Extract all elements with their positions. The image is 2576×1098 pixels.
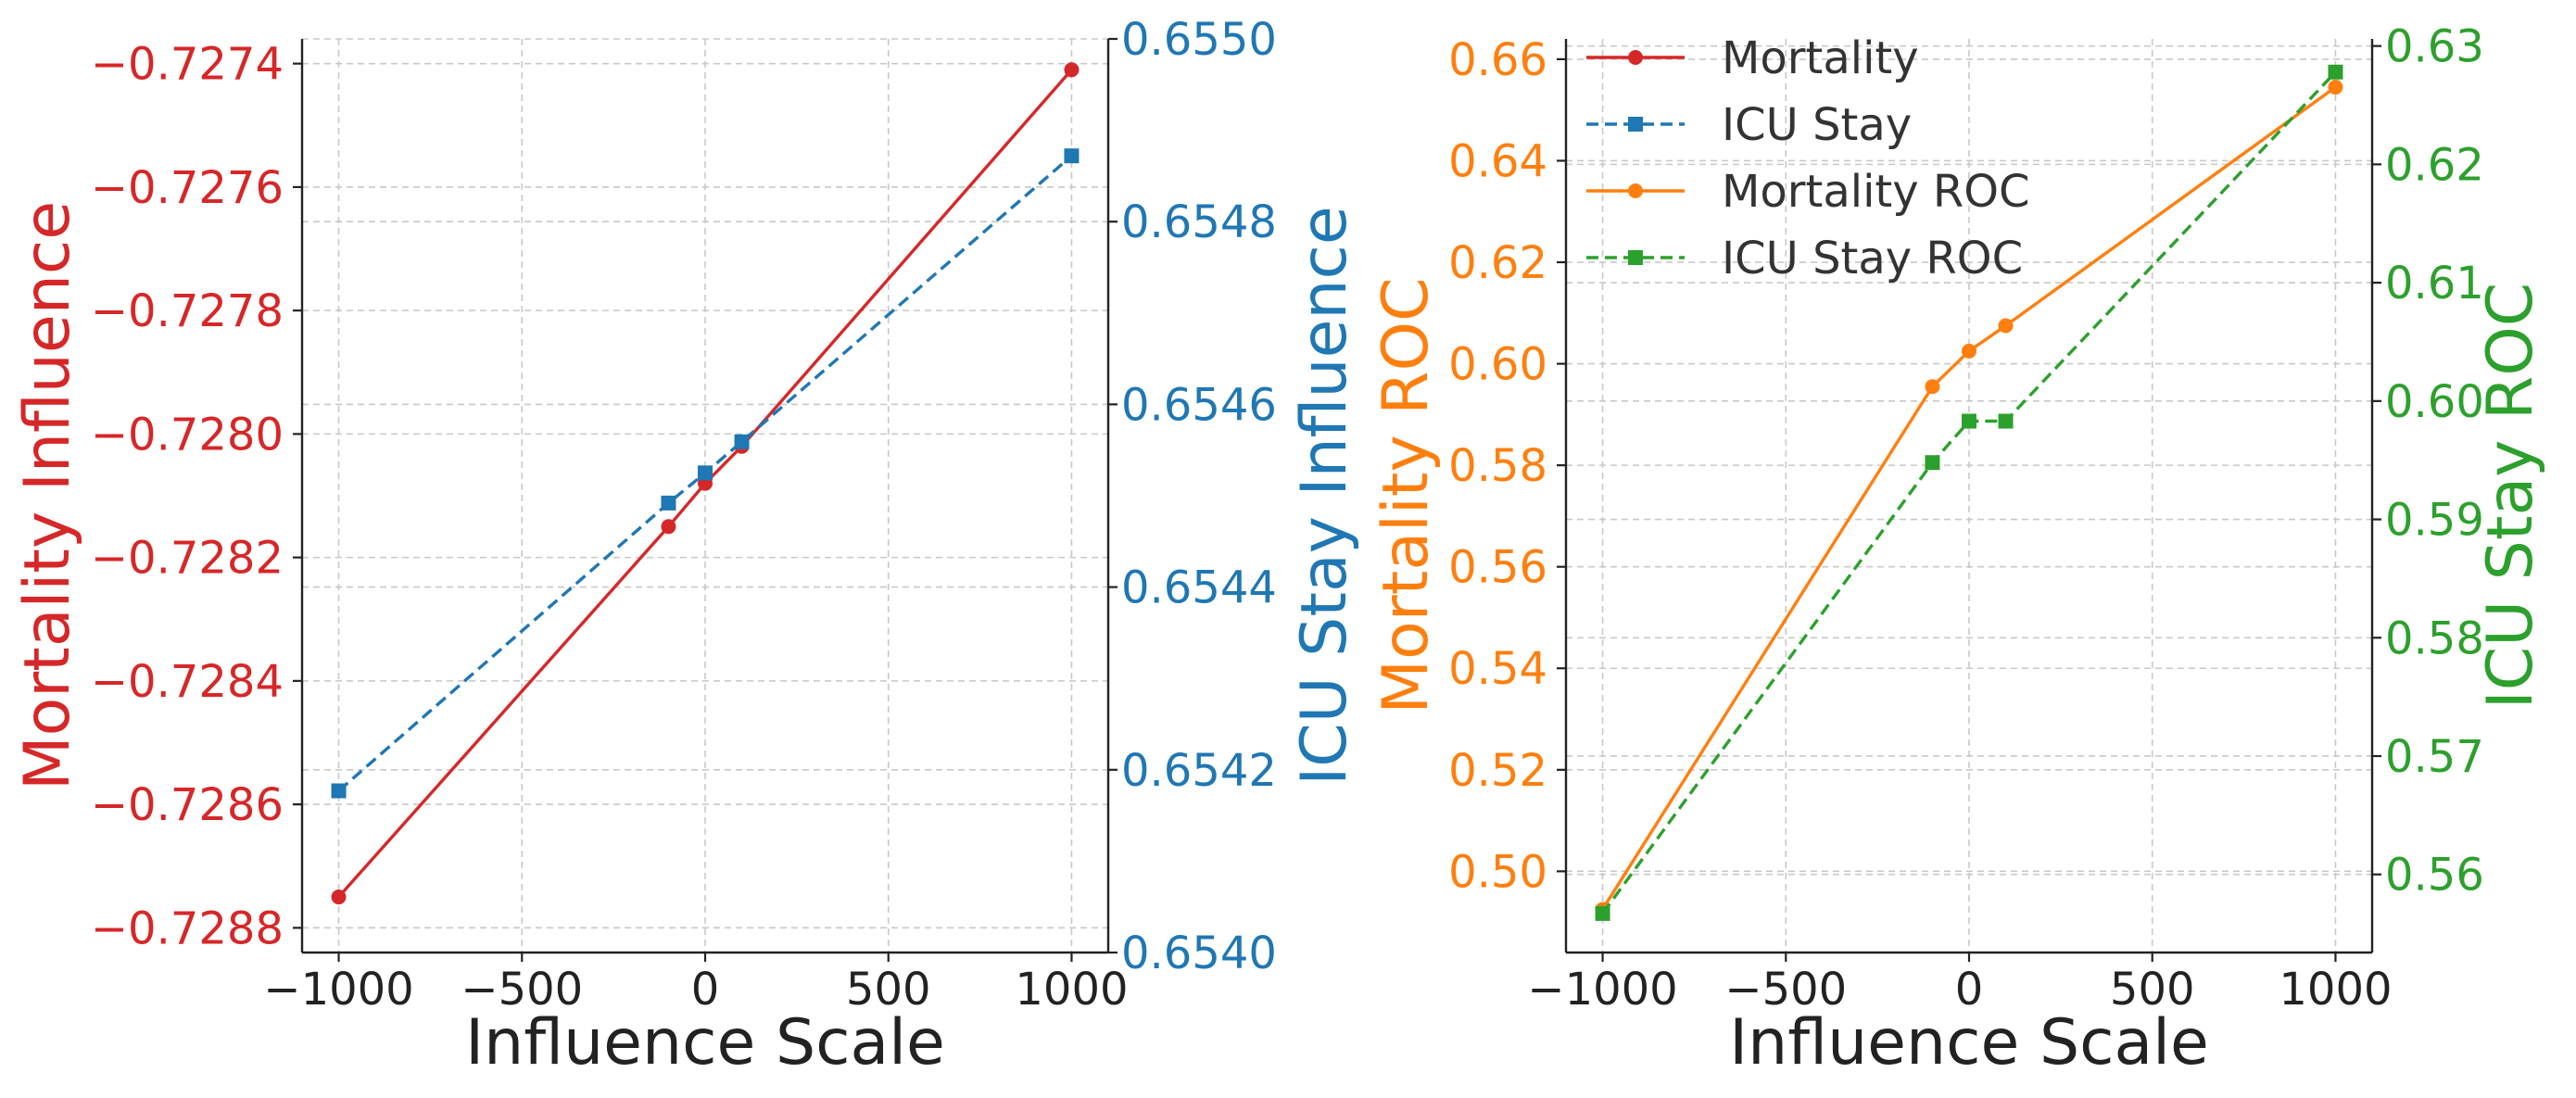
left-y-tick-label: −0.7286 — [91, 779, 284, 831]
legend-item-mortality: Mortality — [1586, 32, 1919, 84]
left-y-tick-label: −0.7280 — [91, 409, 284, 461]
left-y-tick-label: −0.7274 — [91, 39, 284, 91]
right-y-tick-label: 0.61 — [2385, 258, 2484, 309]
left-y-tick-label: 0.54 — [1448, 643, 1547, 695]
right-y-axis-title: ICU Stay ROC — [2474, 283, 2547, 710]
left-y-tick-label: 0.56 — [1448, 542, 1547, 594]
mortality-point — [661, 519, 676, 535]
right-y-tick-label: 0.56 — [2385, 850, 2484, 902]
right-y-tick-label: 0.63 — [2385, 21, 2484, 73]
right-y-tick-label: 0.6550 — [1121, 14, 1277, 66]
mortality-roc-point — [1925, 379, 1940, 395]
legend-swatch-marker — [1628, 183, 1643, 198]
x-tick-label: −1000 — [263, 964, 413, 1016]
legend-item-icu-stay-roc: ICU Stay ROC — [1586, 233, 2023, 284]
mortality-roc-point — [1998, 318, 2014, 334]
legend-label: Mortality — [1722, 32, 1919, 84]
right-y-tick-label: 0.6542 — [1121, 745, 1277, 797]
left-y-tick-label: 0.62 — [1448, 237, 1547, 289]
x-tick-label: 500 — [2110, 964, 2195, 1016]
legend-label: ICU Stay — [1722, 99, 1912, 151]
x-tick-label: 1000 — [2279, 964, 2392, 1016]
left-y-tick-label: 0.66 — [1448, 34, 1547, 86]
right-y-tick-label: 0.6546 — [1121, 379, 1277, 431]
x-tick-label: 500 — [846, 964, 931, 1016]
left-y-tick-label: 0.50 — [1448, 846, 1547, 898]
mortality-roc-point — [1962, 343, 1976, 359]
right-y-axis-title: ICU Stay Influence — [1288, 206, 1361, 786]
grid — [1566, 39, 2372, 953]
icu-stay-point — [331, 783, 347, 799]
legend: Mortality ICU Stay Mortality ROC ICU Stay R… — [1586, 32, 2030, 284]
left-y-tick-label: −0.7284 — [91, 656, 284, 708]
right-y-tick-label: 0.6548 — [1121, 196, 1277, 248]
right-y-tick-label: 0.6540 — [1121, 928, 1277, 979]
left-y-tick-label: 0.64 — [1448, 135, 1547, 187]
left-y-tick-label: 0.60 — [1448, 339, 1547, 391]
icu-stay-point — [1064, 148, 1080, 164]
legend-swatch-marker — [1628, 50, 1643, 65]
legend-item-icu-stay: ICU Stay — [1586, 99, 1912, 151]
left-chart-panel: −1000 −500 0 500 1000 −0.7288 −0.7286 −0.7284 −0… — [11, 14, 1361, 1079]
right-y-tick-label: 0.62 — [2385, 139, 2484, 191]
left-y-tick-label: 0.52 — [1448, 745, 1547, 797]
mortality-point — [1064, 62, 1080, 78]
x-tick-label: −1000 — [1527, 964, 1677, 1016]
icu-stay-roc-point — [1925, 455, 1940, 471]
right-y-tick-label: 0.60 — [2385, 376, 2484, 428]
left-y-tick-label: −0.7278 — [91, 285, 284, 337]
mortality-roc-point — [2328, 80, 2343, 95]
x-tick-label: −500 — [1724, 964, 1847, 1016]
legend-swatch-marker — [1628, 250, 1643, 265]
icu-stay-roc-point — [1998, 413, 2014, 429]
icu-stay-series — [331, 148, 1080, 799]
left-y-axis-title: Mortality Influence — [11, 201, 84, 790]
icu-stay-roc-point — [2328, 64, 2343, 80]
x-tick-label: 0 — [691, 964, 720, 1016]
grid — [302, 38, 1108, 953]
icu-stay-point — [661, 495, 676, 511]
legend-item-mortality-roc: Mortality ROC — [1586, 166, 2030, 218]
x-tick-label: 1000 — [1015, 964, 1128, 1016]
icu-stay-roc-series — [1595, 64, 2343, 921]
right-y-tick-label: 0.58 — [2385, 612, 2484, 664]
icu-stay-point — [734, 434, 750, 449]
icu-stay-roc-point — [1595, 905, 1610, 921]
legend-swatch-marker — [1628, 117, 1643, 132]
right-y-tick-label: 0.6544 — [1121, 562, 1277, 614]
x-axis-title: Influence Scale — [465, 1006, 945, 1079]
legend-label: ICU Stay ROC — [1722, 233, 2023, 284]
legend-label: Mortality ROC — [1722, 166, 2030, 218]
left-y-tick-label: −0.7276 — [91, 162, 284, 214]
left-y-axis-title: Mortality ROC — [1370, 277, 1443, 713]
mortality-roc-series — [1595, 80, 2343, 917]
x-tick-label: −500 — [461, 964, 583, 1016]
x-axis-title: Influence Scale — [1729, 1006, 2209, 1079]
left-y-tick-label: 0.58 — [1448, 440, 1547, 492]
right-chart-panel: −1000 −500 0 500 1000 0.50 0.52 0.54 0.56 0.58 0.6… — [1370, 21, 2547, 1079]
icu-stay-point — [698, 465, 713, 481]
left-y-tick-label: −0.7288 — [91, 902, 284, 954]
icu-stay-roc-point — [1962, 413, 1976, 429]
right-y-tick-label: 0.57 — [2385, 731, 2484, 783]
left-y-tick-label: −0.7282 — [91, 533, 284, 585]
mortality-series — [331, 62, 1080, 905]
mortality-point — [331, 890, 347, 905]
x-tick-label: 0 — [1955, 964, 1984, 1016]
right-y-tick-label: 0.59 — [2385, 495, 2484, 547]
